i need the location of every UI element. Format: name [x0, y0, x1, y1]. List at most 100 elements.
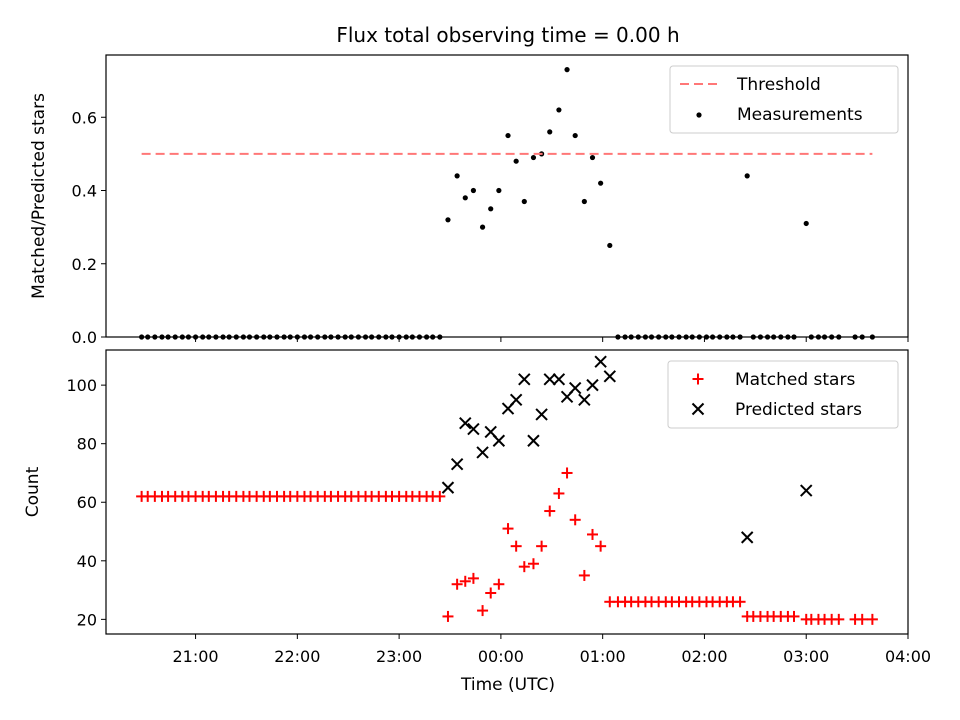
- matched-star-point: [434, 490, 446, 502]
- count-y-tick-label: 60: [77, 493, 97, 512]
- predicted-star-point: [441, 481, 455, 494]
- measurement-point: [521, 198, 527, 205]
- predicted-star-point: [509, 393, 523, 406]
- measurement-point: [556, 107, 562, 113]
- x-tick-label: 02:00: [681, 647, 727, 666]
- x-tick-label: 23:00: [376, 647, 422, 666]
- ratio-x-ticks: [195, 337, 909, 342]
- predicted-star-point: [543, 373, 556, 386]
- measurement-point: [462, 195, 468, 201]
- predicted-star-point: [594, 355, 607, 368]
- ratio-legend-box: [669, 65, 899, 134]
- legend-predicted-label: Predicted stars: [735, 400, 862, 420]
- legend-measurements-label: Measurements: [737, 105, 863, 125]
- ratio-y-axis-label: Matched/Predicted stars: [29, 93, 49, 299]
- measurement-point: [744, 173, 750, 179]
- matched-star-point: [833, 613, 845, 625]
- count-y-tick-label: 20: [77, 610, 97, 629]
- ratio-y-tick-label: 0.0: [72, 328, 97, 347]
- legend-matched-label: Matched stars: [735, 370, 855, 390]
- measurement-point: [454, 173, 460, 179]
- predicted-star-point: [476, 446, 489, 459]
- predicted-star-point: [603, 370, 617, 383]
- matched-star-point: [788, 610, 800, 622]
- count-y-tick-label: 40: [77, 552, 97, 571]
- count-panel-frame: [105, 349, 909, 635]
- predicted-star-point: [535, 408, 548, 421]
- matched-star-point: [734, 596, 746, 608]
- x-tick-label: 01:00: [580, 647, 626, 666]
- legend-predicted-marker: [691, 402, 705, 416]
- x-axis-label: Time (UTC): [460, 675, 555, 695]
- ratio-panel-frame: [105, 54, 909, 338]
- predicted-star-point: [586, 378, 599, 392]
- matched-star-point: [561, 467, 573, 479]
- count-y-tick-label: 100: [66, 376, 97, 395]
- count-x-ticks: 21:00 22:00 23:00 00:00 01:00 02:00 03:00 04:00: [173, 634, 931, 666]
- measurement-point: [564, 67, 570, 73]
- measurement-point: [496, 187, 502, 194]
- measurement-point: [803, 220, 809, 227]
- matched-star-point: [536, 540, 548, 552]
- predicted-star-point: [518, 373, 531, 386]
- predicted-star-point: [450, 457, 464, 471]
- matched-star-point: [485, 587, 497, 599]
- measurement-point: [470, 187, 477, 194]
- measurement-point: [589, 154, 596, 161]
- matched-star-point: [502, 523, 514, 535]
- predicted-star-point: [568, 381, 582, 395]
- ratio-legend: Threshold Measurements: [669, 65, 899, 134]
- matched-star-point: [866, 613, 878, 625]
- predicted-star-point: [467, 422, 480, 436]
- ratio-panel: 0.0 0.2 0.4 0.6 Matched/Predicted stars Thr…: [29, 54, 909, 347]
- matched-star-point: [451, 578, 463, 590]
- ratio-y-tick-label: 0.2: [72, 255, 97, 274]
- matched-star-point: [518, 561, 530, 573]
- measurement-point: [505, 132, 511, 139]
- matched-star-point: [510, 540, 522, 552]
- matched-star-point: [493, 578, 505, 590]
- matched-star-point: [586, 528, 598, 540]
- measurement-point: [547, 129, 553, 135]
- matched-star-point: [856, 613, 868, 625]
- chart-title: Flux total observing time = 0.00 h: [336, 23, 679, 47]
- ratio-y-tick-label: 0.6: [72, 108, 97, 127]
- predicted-stars-points: [441, 355, 813, 544]
- x-tick-label: 22:00: [274, 647, 320, 666]
- count-panel: 20 40 60 80 100 21:00 22:00 23:00 00:00 01:00 02:…: [23, 349, 931, 695]
- count-legend: Matched stars Predicted stars: [667, 360, 899, 429]
- measurement-point: [445, 217, 451, 223]
- count-y-axis-label: Count: [23, 466, 43, 517]
- count-y-tick-label: 80: [77, 435, 97, 454]
- measurement-point: [488, 206, 494, 212]
- matched-star-point: [467, 572, 479, 584]
- x-tick-label: 00:00: [478, 647, 524, 666]
- predicted-star-point: [800, 484, 813, 497]
- matched-star-point: [595, 540, 607, 552]
- legend-matched-marker: [692, 373, 704, 385]
- matched-star-point: [544, 505, 556, 517]
- legend-matched-swatch: [692, 373, 704, 385]
- legend-threshold-label: Threshold: [736, 75, 821, 95]
- matched-star-point: [477, 605, 489, 617]
- x-tick-label: 04:00: [885, 647, 931, 666]
- matched-star-point: [578, 569, 590, 581]
- matched-stars-points: [136, 467, 878, 625]
- count-y-ticks: 20 40 60 80 100: [66, 376, 106, 629]
- ratio-y-ticks: 0.0 0.2 0.4 0.6: [72, 108, 106, 347]
- predicted-star-point: [492, 434, 506, 447]
- predicted-star-point: [459, 416, 472, 430]
- predicted-star-point: [527, 434, 540, 447]
- matched-star-point: [459, 575, 471, 587]
- matched-star-point: [569, 514, 581, 526]
- measurement-point: [572, 132, 578, 139]
- measurement-point: [479, 224, 486, 230]
- measurement-point: [513, 158, 519, 164]
- ratio-y-tick-label: 0.4: [72, 182, 97, 201]
- legend-predicted-swatch: [691, 402, 705, 416]
- x-tick-label: 03:00: [783, 647, 829, 666]
- predicted-star-point: [578, 393, 591, 406]
- measurement-point: [530, 154, 537, 161]
- legend-measurements-swatch: [696, 112, 702, 118]
